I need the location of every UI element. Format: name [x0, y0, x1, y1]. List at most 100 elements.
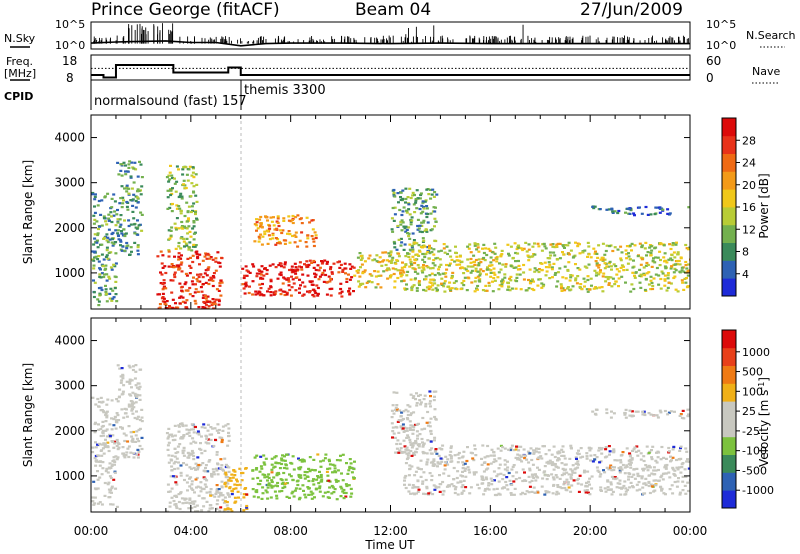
data-cell [212, 470, 216, 474]
data-cell [196, 273, 199, 276]
data-cell [625, 268, 629, 271]
data-cell [108, 238, 112, 241]
data-cell [676, 480, 680, 483]
data-cell [276, 473, 280, 476]
data-cell [678, 263, 682, 266]
data-cell [646, 469, 650, 472]
data-cell [257, 235, 261, 238]
data-cell [319, 475, 323, 478]
data-cell [98, 501, 102, 504]
data-cell [679, 256, 683, 259]
data-cell [397, 238, 401, 241]
data-cell [625, 257, 629, 260]
data-cell [294, 235, 298, 238]
data-cell [566, 244, 570, 247]
data-cell [209, 494, 213, 497]
data-cell [487, 264, 491, 267]
data-cell [642, 482, 646, 485]
data-cell [402, 225, 406, 228]
data-cell [212, 444, 216, 448]
data-cell [136, 201, 140, 204]
data-cell [544, 274, 548, 277]
data-cell [411, 248, 415, 251]
data-cell [392, 193, 396, 196]
data-cell [190, 205, 194, 208]
data-cell [414, 423, 417, 426]
data-cell [421, 237, 425, 240]
data-cell [438, 273, 442, 276]
data-cell [305, 471, 309, 474]
data-cell [562, 454, 566, 457]
data-cell [172, 462, 176, 465]
data-cell [134, 364, 138, 367]
data-cell [489, 256, 493, 259]
data-cell [99, 428, 103, 431]
data-cell [105, 414, 109, 417]
data-cell [186, 219, 190, 222]
data-cell [414, 198, 418, 201]
data-cell [599, 473, 603, 476]
data-cell [507, 252, 510, 255]
data-cell [623, 480, 627, 483]
data-cell [179, 437, 183, 440]
data-cell [306, 237, 310, 240]
data-cell [350, 276, 354, 279]
data-cell [191, 451, 195, 455]
data-cell [97, 428, 101, 431]
data-cell [422, 264, 425, 267]
data-cell [457, 259, 461, 262]
data-cell [191, 488, 195, 491]
data-cell [409, 220, 413, 223]
data-cell [400, 241, 404, 244]
data-cell [217, 488, 221, 491]
data-cell [419, 459, 423, 462]
data-cell [613, 283, 617, 286]
data-cell [233, 474, 237, 477]
data-cell [524, 241, 528, 244]
data-cell [316, 286, 320, 290]
data-cell [619, 454, 623, 457]
data-cell [102, 275, 106, 279]
data-cell [263, 463, 267, 466]
data-cell [119, 240, 123, 243]
data-cell [400, 266, 404, 269]
data-cell [629, 461, 633, 464]
data-cell [543, 261, 547, 264]
data-cell [105, 279, 109, 282]
data-cell [289, 294, 293, 297]
data-cell [288, 241, 292, 244]
data-cell [223, 496, 227, 499]
data-cell [254, 468, 258, 471]
data-cell [422, 452, 426, 455]
data-cell [217, 298, 221, 301]
data-cell [604, 275, 608, 279]
data-cell [278, 490, 282, 493]
data-cell [370, 281, 374, 284]
data-cell [222, 501, 226, 504]
data-cell [177, 241, 181, 245]
data-cell [461, 467, 465, 470]
data-cell [258, 237, 262, 240]
data-cell [640, 475, 644, 478]
data-cell [444, 275, 448, 278]
data-cell [613, 459, 617, 462]
data-cell [170, 454, 174, 457]
data-cell [617, 270, 621, 273]
data-cell [97, 405, 100, 408]
data-cell [286, 232, 289, 235]
data-cell [484, 476, 488, 479]
data-cell [606, 278, 610, 281]
data-cell [687, 206, 690, 209]
data-cell [393, 436, 397, 439]
nsearch-label: N.Search [746, 29, 796, 42]
data-cell [408, 237, 412, 240]
data-cell [509, 279, 513, 282]
data-cell [495, 260, 499, 263]
data-cell [378, 261, 382, 264]
data-cell [269, 280, 273, 283]
data-cell [93, 251, 96, 254]
data-cell [251, 469, 255, 472]
data-cell [429, 430, 433, 433]
data-cell [130, 404, 134, 407]
data-cell [203, 426, 207, 429]
